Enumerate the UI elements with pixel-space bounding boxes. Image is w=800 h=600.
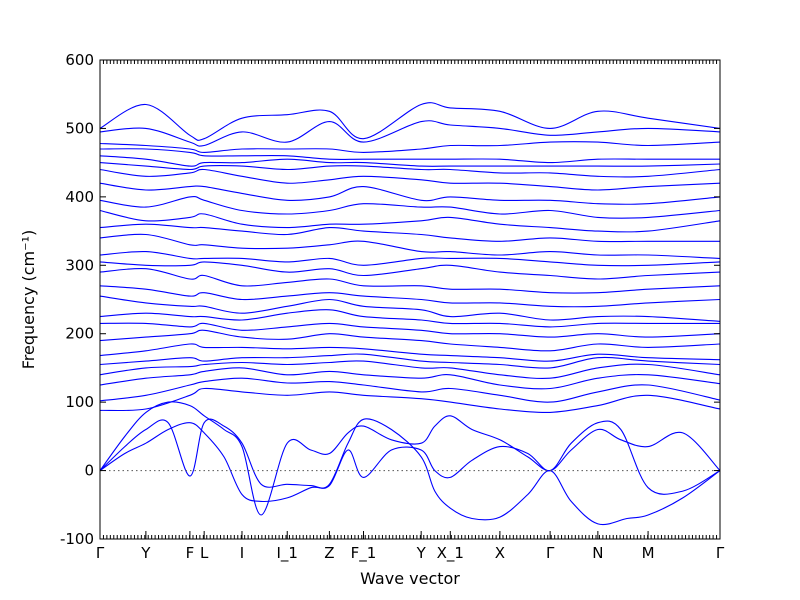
x-axis-title: Wave vector [360,569,460,588]
kpoint-label: L [200,544,209,562]
band-line-24 [99,162,721,178]
x-tick-labels: Γ Y F L I I_1 Z F_1 Y X_1 X Γ N M Γ [96,544,725,563]
band-series-group [99,102,721,526]
band-line-10 [99,329,721,352]
kpoint-label: I [240,544,244,562]
kpoint-label: I_1 [277,544,298,563]
band-line-13 [99,295,721,322]
band-line-16 [99,261,721,280]
kpoint-label: X_1 [437,544,464,563]
band-line-15 [99,267,721,294]
band-line-22 [99,182,721,205]
axis-ticks [99,59,721,540]
y-tick-label: 300 [65,256,94,274]
plot-frame [99,59,721,540]
band-line-25 [99,155,721,167]
kpoint-label: N [592,544,603,562]
kpoint-label: F [186,544,195,562]
kpoint-label: F_1 [351,544,377,563]
band-line-27 [99,141,721,153]
band-line-7 [99,360,721,379]
y-tick-label: 200 [65,325,94,343]
band-line-21 [99,196,721,219]
band-line-9 [99,343,721,362]
y-tick-label: 100 [65,393,94,411]
band-line-23 [99,168,721,191]
band-line-11 [99,322,721,338]
kpoint-label: Y [416,544,427,562]
band-line-20 [99,209,721,233]
kpoint-label: Γ [546,544,555,562]
band-line-5 [99,377,721,403]
band-line-2 [99,418,721,495]
kpoint-label: M [642,544,655,562]
y-tick-labels: -100 0 100 200 300 400 500 600 [60,51,94,548]
kpoint-label: Γ [96,544,105,562]
band-line-29 [99,102,721,141]
y-tick-label: 600 [65,51,94,69]
y-axis-title: Frequency (cm⁻¹) [19,230,38,369]
band-line-3 [99,401,721,516]
band-line-19 [99,223,720,243]
kpoint-label: Y [140,544,151,562]
kpoint-label: X [495,544,505,562]
band-line-6 [99,367,721,390]
band-line-14 [99,285,721,308]
band-line-8 [99,353,721,369]
band-line-12 [99,309,720,328]
kpoint-label: Z [324,544,334,562]
y-tick-label: 0 [84,462,94,480]
band-line-18 [99,233,721,259]
y-tick-label: -100 [60,530,94,548]
band-line-17 [99,251,721,267]
band-line-28 [99,120,721,147]
y-tick-label: 400 [65,188,94,206]
kpoint-label: Γ [716,544,725,562]
band-line-1 [99,418,721,526]
band-line-4 [99,387,721,414]
band-line-26 [99,148,720,164]
y-tick-label: 500 [65,119,94,137]
